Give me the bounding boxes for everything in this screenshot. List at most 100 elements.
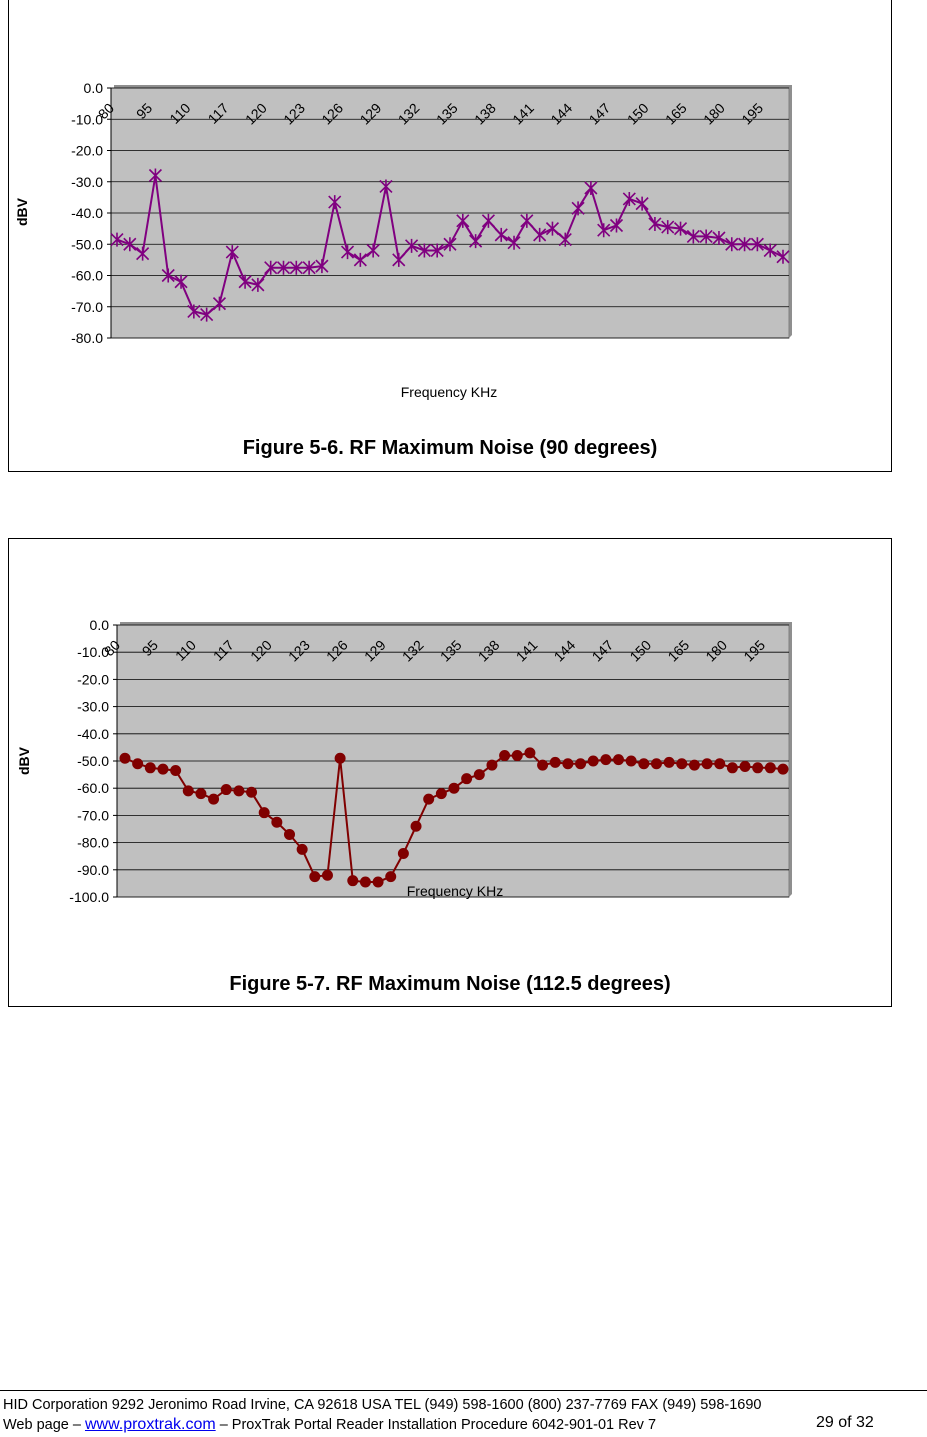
data-point [233, 785, 245, 797]
data-point [170, 765, 182, 777]
data-point [238, 274, 252, 289]
figure-caption: Figure 5-7. RF Maximum Noise (112.5 degr… [229, 973, 671, 995]
y-tick-label: -50.0 [71, 236, 103, 252]
data-point [123, 237, 137, 252]
x-axis-title: Frequency KHz [407, 883, 503, 899]
data-point [545, 221, 560, 236]
website-link[interactable]: www.proxtrak.com [84, 1416, 216, 1433]
y-tick-label: -80.0 [77, 835, 109, 851]
data-point [520, 213, 534, 228]
data-point [584, 181, 598, 195]
data-point [157, 763, 169, 775]
data-point [174, 274, 188, 289]
data-point [392, 252, 406, 267]
y-tick-label: 0.0 [84, 80, 104, 96]
footer-web-prefix: Web page – [3, 1417, 85, 1433]
y-tick-label: -60.0 [71, 268, 103, 284]
data-point [366, 243, 380, 258]
data-point [289, 260, 303, 275]
footer-address: HID Corporation 9292 Jeronimo Road Irvin… [3, 1397, 762, 1413]
data-point [587, 755, 599, 767]
data-point [328, 195, 342, 210]
page-number: 29 of 32 [816, 1414, 874, 1431]
footer-divider [0, 1390, 927, 1391]
data-point [613, 754, 624, 766]
data-point [537, 759, 549, 771]
y-axis-title: dBV [14, 197, 30, 226]
data-point [353, 252, 367, 267]
data-point [486, 759, 498, 771]
data-point [110, 232, 124, 247]
y-tick-label: -20.0 [77, 671, 109, 687]
data-point [456, 213, 470, 228]
data-point [776, 249, 790, 264]
data-point [208, 793, 220, 805]
data-point [119, 752, 131, 764]
data-point [481, 213, 495, 228]
y-tick-label: -10.0 [77, 644, 109, 660]
data-point [334, 752, 346, 764]
data-point [430, 243, 444, 258]
data-point [473, 769, 485, 781]
y-tick-label: -10.0 [71, 111, 103, 127]
data-point [725, 237, 739, 252]
data-point [739, 760, 751, 772]
data-point [225, 245, 239, 260]
data-point [264, 260, 278, 275]
data-point [676, 758, 688, 770]
chart-90-degrees: 0.0 -10.0 -20.0 -30.0 -40.0 -50.0 -60.0 -70.0 -8… [14, 80, 792, 400]
data-point [309, 871, 321, 883]
data-point [461, 773, 473, 785]
data-point [726, 762, 738, 774]
data-point [648, 216, 662, 231]
data-point [638, 758, 650, 770]
data-point [144, 762, 156, 774]
data-point [284, 828, 295, 840]
data-point [507, 235, 521, 250]
y-tick-label: -70.0 [77, 807, 109, 823]
data-point [597, 223, 611, 238]
data-point [558, 232, 572, 247]
data-point [549, 756, 561, 768]
data-point [738, 237, 752, 252]
data-point [132, 758, 144, 770]
data-point [405, 238, 419, 253]
data-point [148, 168, 162, 183]
data-point [251, 277, 265, 292]
data-point [712, 231, 726, 245]
figure-caption: Figure 5-6. RF Maximum Noise (90 degrees… [242, 437, 658, 459]
data-point [340, 245, 355, 260]
data-point [443, 237, 457, 252]
data-point [663, 756, 675, 768]
data-point [575, 758, 587, 770]
data-point [448, 782, 460, 794]
data-point [347, 875, 359, 887]
data-point [246, 786, 258, 798]
y-tick-label: -30.0 [77, 699, 109, 715]
data-point [609, 218, 624, 233]
data-point [752, 762, 764, 774]
data-point [417, 243, 431, 258]
data-point [600, 754, 612, 766]
data-point [423, 793, 435, 805]
data-point [276, 260, 291, 275]
data-point [161, 268, 175, 283]
y-tick-label: -20.0 [71, 143, 103, 159]
y-tick-label: -60.0 [77, 780, 109, 796]
y-tick-label: -90.0 [77, 862, 109, 878]
y-tick-label: -70.0 [71, 299, 103, 315]
data-point [499, 750, 511, 762]
data-point [195, 788, 207, 800]
x-axis-title: Frequency KHz [401, 384, 497, 400]
data-point [410, 820, 422, 832]
figure-5-7: 0.0 -10.0 -20.0 -30.0 -40.0 -50.0 -60.0 -70.0 -8… [8, 538, 892, 1007]
data-point [701, 758, 713, 770]
data-point [511, 750, 523, 762]
data-point [321, 869, 333, 881]
data-point [302, 260, 316, 275]
y-tick-label: -30.0 [71, 174, 103, 190]
y-tick-label: -40.0 [71, 205, 103, 221]
data-point [688, 759, 700, 771]
y-axis-title: dBV [16, 746, 32, 775]
y-tick-label: -40.0 [77, 726, 109, 742]
